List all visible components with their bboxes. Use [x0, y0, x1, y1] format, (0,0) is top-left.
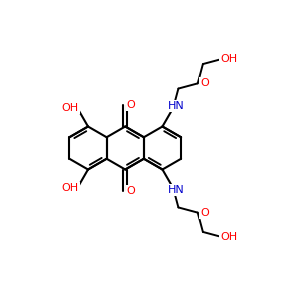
Text: OH: OH [62, 183, 79, 193]
Text: O: O [200, 208, 209, 218]
Text: HN: HN [168, 101, 184, 111]
Text: O: O [127, 100, 136, 110]
Text: OH: OH [221, 232, 238, 242]
Text: OH: OH [221, 54, 238, 64]
Text: HN: HN [168, 185, 184, 195]
Text: OH: OH [62, 103, 79, 113]
Text: O: O [127, 186, 136, 196]
Text: O: O [200, 78, 209, 88]
